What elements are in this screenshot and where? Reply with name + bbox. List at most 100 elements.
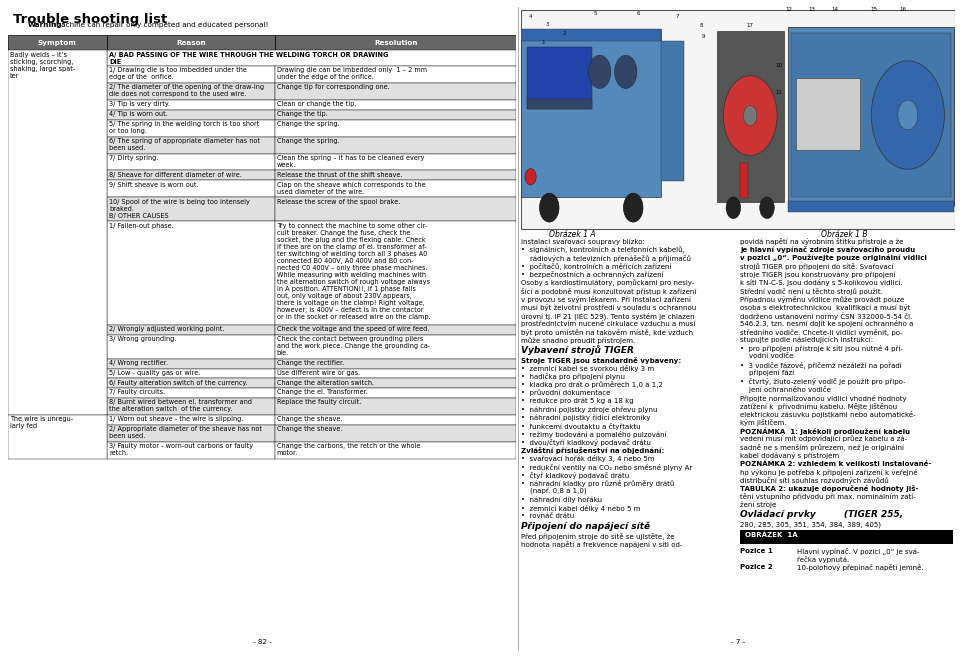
Text: POZNÁMKA 2: vzhledem k velikosti instalované-: POZNÁMKA 2: vzhledem k velikosti instalo… xyxy=(740,460,931,467)
Text: 9/ Shift sheave is worn out.: 9/ Shift sheave is worn out. xyxy=(108,182,199,188)
Text: 8: 8 xyxy=(700,23,703,29)
Text: Change the rectifier.: Change the rectifier. xyxy=(276,360,344,366)
Text: 15: 15 xyxy=(870,7,877,12)
Bar xyxy=(740,530,953,544)
Text: •  pro připojení přístroje k síti jsou nutné 4 pří-: • pro připojení přístroje k síti jsou nu… xyxy=(740,345,903,352)
FancyBboxPatch shape xyxy=(521,10,955,229)
FancyBboxPatch shape xyxy=(275,335,516,359)
FancyBboxPatch shape xyxy=(275,110,516,119)
Text: POZNÁMKA  1: jakékoli prodloužení kabelu: POZNÁMKA 1: jakékoli prodloužení kabelu xyxy=(740,428,910,435)
FancyBboxPatch shape xyxy=(275,83,516,100)
Text: Před připojením stroje do sítě se ujistěte, že: Před připojením stroje do sítě se ujistě… xyxy=(521,533,675,540)
Text: 5/ The spring in the welding torch is too short
or too long.: 5/ The spring in the welding torch is to… xyxy=(108,121,259,134)
Circle shape xyxy=(723,76,777,155)
Circle shape xyxy=(898,100,918,130)
FancyBboxPatch shape xyxy=(107,388,275,398)
Text: v provozu se svým lékarem. Při instalaci zařízení: v provozu se svým lékarem. Při instalaci… xyxy=(521,296,691,303)
Bar xyxy=(791,32,951,198)
Text: Change the spring.: Change the spring. xyxy=(276,121,340,127)
Bar xyxy=(716,31,783,202)
FancyBboxPatch shape xyxy=(275,359,516,369)
Text: Clean the spring – it has to be cleaned every
week.: Clean the spring – it has to be cleaned … xyxy=(276,154,424,168)
Text: Try to connect the machine to some other cir-
cuit breaker. Change the fuse, che: Try to connect the machine to some other… xyxy=(276,223,431,320)
Text: A/ BAD PASSING OF THE WIRE THROUGH THE WELDING TORCH OR DRAWING
DIE: A/ BAD PASSING OF THE WIRE THROUGH THE W… xyxy=(108,52,388,65)
Text: 8/ Burnt wired between el. transformer and
the alteration switch  of the currenc: 8/ Burnt wired between el. transformer a… xyxy=(108,399,252,412)
FancyBboxPatch shape xyxy=(107,221,275,325)
Text: 4: 4 xyxy=(528,14,532,19)
Text: Badly welds – it’s
sticking, scorching,
shaking, large spat-
ter: Badly welds – it’s sticking, scorching, … xyxy=(10,52,75,79)
Text: Resolution: Resolution xyxy=(373,40,418,46)
Text: •  svařovací hořák délky 3, 4 nebo 5m: • svařovací hořák délky 3, 4 nebo 5m xyxy=(521,455,655,463)
Bar xyxy=(797,78,859,150)
Text: 6: 6 xyxy=(636,11,640,16)
Text: tění vstupního přídvodu při max. nominálním zatí-: tění vstupního přídvodu při max. nominál… xyxy=(740,493,916,501)
Text: •  rovnáč drátu: • rovnáč drátu xyxy=(521,513,574,519)
Text: 10-polohový přepínač napětí jemně.: 10-polohový přepínač napětí jemně. xyxy=(797,564,924,571)
Text: hodnota napětí a frekvence napájení v síti od-: hodnota napětí a frekvence napájení v sí… xyxy=(521,541,683,548)
Text: Zvláštní příslušenství na objednání:: Zvláštní příslušenství na objednání: xyxy=(521,448,664,454)
Text: The wire is unregu-
larly fed: The wire is unregu- larly fed xyxy=(10,416,73,429)
Text: 1/ Drawing die is too imbedded under the
edge of the  orifice.: 1/ Drawing die is too imbedded under the… xyxy=(108,68,247,80)
FancyBboxPatch shape xyxy=(275,66,516,83)
Text: - 82 -: - 82 - xyxy=(252,638,272,644)
FancyBboxPatch shape xyxy=(107,198,275,221)
Text: 5/ Low - quality gas or wire.: 5/ Low - quality gas or wire. xyxy=(108,370,201,376)
Text: 14: 14 xyxy=(831,7,838,12)
Text: •  režimy bodování a pomalého pulzování: • režimy bodování a pomalého pulzování xyxy=(521,431,667,438)
Text: Clap on the sheave which corresponds to the
used diameter of the wire.: Clap on the sheave which corresponds to … xyxy=(276,182,425,194)
FancyBboxPatch shape xyxy=(107,335,275,359)
Text: Change the sheave.: Change the sheave. xyxy=(276,426,343,432)
Text: •  hadička pro připojení plynu: • hadička pro připojení plynu xyxy=(521,373,625,380)
Circle shape xyxy=(872,61,945,169)
FancyBboxPatch shape xyxy=(275,424,516,442)
Text: Střední vodič není u těchto strojů použit.: Střední vodič není u těchto strojů použi… xyxy=(740,288,883,294)
Bar xyxy=(740,162,748,198)
Text: Symptom: Symptom xyxy=(37,40,77,46)
Text: 17: 17 xyxy=(747,23,754,29)
FancyBboxPatch shape xyxy=(275,442,516,459)
Text: 10: 10 xyxy=(776,62,782,68)
Text: povídá napětí na výrobním štítku přístroje a že: povídá napětí na výrobním štítku přístro… xyxy=(740,238,903,245)
Text: šící a podobně musí konzultovat přístup k zařízení: šící a podobně musí konzultovat přístup … xyxy=(521,288,697,294)
FancyBboxPatch shape xyxy=(107,137,275,154)
Text: ho výkonu je potřeba k připojení zařízení k veřejné: ho výkonu je potřeba k připojení zařízen… xyxy=(740,469,918,475)
Text: k síti TN-C-S. Jsou dodány s 5-kolíkovou vidlicí.: k síti TN-C-S. Jsou dodány s 5-kolíkovou… xyxy=(740,279,903,286)
Text: Ovládací prvky         (TIGER 255,: Ovládací prvky (TIGER 255, xyxy=(740,510,903,519)
Text: (např. 0,8 a 1,0): (např. 0,8 a 1,0) xyxy=(521,489,587,495)
Text: 2/ The diameter of the opening of the draw-ing
die does not correspond to the us: 2/ The diameter of the opening of the dr… xyxy=(108,84,264,97)
Text: osoba s elektrotechnickou  kvalifikací a musí být: osoba s elektrotechnickou kvalifikací a … xyxy=(740,304,911,311)
FancyBboxPatch shape xyxy=(275,415,516,424)
Text: •  náhrdní pojistky zdroje ohřevu plynu: • náhrdní pojistky zdroje ohřevu plynu xyxy=(521,406,658,412)
Circle shape xyxy=(759,197,775,219)
Bar xyxy=(788,27,954,206)
Text: 3/ Wrong grounding.: 3/ Wrong grounding. xyxy=(108,336,177,342)
FancyBboxPatch shape xyxy=(107,359,275,369)
FancyBboxPatch shape xyxy=(107,415,275,424)
Circle shape xyxy=(525,168,537,185)
Text: 3/ Tip is very dirty.: 3/ Tip is very dirty. xyxy=(108,101,170,107)
Text: 12: 12 xyxy=(785,7,793,12)
Text: být proto umístěn na takovém místě, kde vzduch: být proto umístěn na takovém místě, kde … xyxy=(521,329,693,335)
Text: •  3 vodiče fázové, přičemž nezáleží na pořadí: • 3 vodiče fázové, přičemž nezáleží na p… xyxy=(740,361,902,369)
Text: •  počítačů, kontrolních a měřících zařízení: • počítačů, kontrolních a měřících zaříz… xyxy=(521,263,672,270)
FancyBboxPatch shape xyxy=(8,35,107,50)
Text: •  náhradní díly hořáku: • náhradní díly hořáku xyxy=(521,497,602,503)
Text: 3/ Faulty motor - worn-out carbons or faulty
retch.: 3/ Faulty motor - worn-out carbons or fa… xyxy=(108,443,253,456)
Bar xyxy=(521,29,661,41)
FancyBboxPatch shape xyxy=(275,119,516,137)
FancyBboxPatch shape xyxy=(275,170,516,180)
FancyBboxPatch shape xyxy=(275,154,516,170)
Text: •  zemnicí kabel délky 4 nebo 5 m: • zemnicí kabel délky 4 nebo 5 m xyxy=(521,505,640,512)
Text: Use different wire or gas.: Use different wire or gas. xyxy=(276,370,360,376)
FancyBboxPatch shape xyxy=(107,50,516,66)
FancyBboxPatch shape xyxy=(107,442,275,459)
Text: Připojení do napájecí sítě: Připojení do napájecí sítě xyxy=(521,521,651,531)
Text: Drawing die can be imbedded only  1 – 2 mm
under the edge of the orifice.: Drawing die can be imbedded only 1 – 2 m… xyxy=(276,68,427,80)
Text: •  zemnicí kabel se svorkou délky 3 m: • zemnicí kabel se svorkou délky 3 m xyxy=(521,365,655,372)
Text: machine can repair only competed and educated personal!: machine can repair only competed and edu… xyxy=(52,22,268,28)
Text: prostřednictvím nucené cirkulace vzduchu a musí: prostřednictvím nucené cirkulace vzduchu… xyxy=(521,320,696,328)
Text: vedení musí mít odpovídající průez kabelu a zá-: vedení musí mít odpovídající průez kabel… xyxy=(740,436,907,442)
FancyBboxPatch shape xyxy=(107,35,275,50)
Text: sadně ne s menším průrezem, než je originální: sadně ne s menším průrezem, než je origi… xyxy=(740,444,904,451)
FancyBboxPatch shape xyxy=(275,388,516,398)
